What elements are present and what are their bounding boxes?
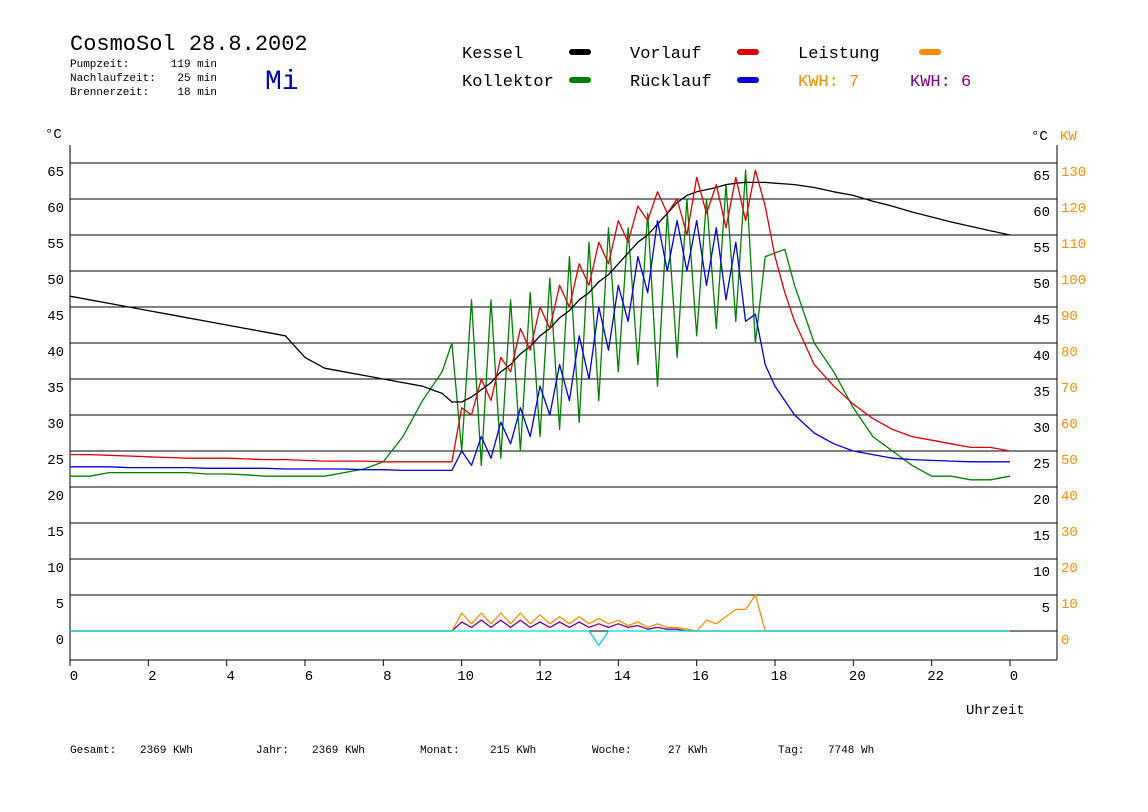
- y-tick-label: 40: [47, 345, 64, 361]
- y-right-tick-label: 60: [1033, 205, 1050, 221]
- x-tick-label: 6: [305, 669, 313, 685]
- x-tick-label: 8: [383, 669, 391, 685]
- total-label: Jahr:: [256, 745, 289, 757]
- y-right-tick-label: 10: [1033, 565, 1050, 581]
- total-value: 2369 KWh: [140, 745, 193, 757]
- y-right-tick-label: 45: [1033, 313, 1050, 329]
- total-label: Gesamt:: [70, 745, 116, 757]
- legend-label: Vorlauf: [630, 45, 701, 64]
- x-tick-label: 10: [457, 669, 474, 685]
- y2-tick-label: 110: [1061, 237, 1086, 253]
- legend-label: Kollektor: [462, 73, 554, 92]
- y2-tick-label: 0: [1061, 633, 1069, 649]
- y2-tick-label: 130: [1061, 165, 1086, 181]
- y-tick-label: 30: [47, 417, 64, 433]
- y-right-tick-label: 5: [1042, 601, 1050, 617]
- y-tick-label: 15: [47, 525, 64, 541]
- legend-label: Rücklauf: [630, 73, 712, 92]
- series-line: [70, 169, 1011, 481]
- stat-value: 25 min: [177, 73, 217, 85]
- y-right-tick-label: 15: [1033, 529, 1050, 545]
- x-tick-label: 16: [692, 669, 709, 685]
- y2-tick-label: 50: [1061, 453, 1078, 469]
- y-tick-label: 20: [47, 489, 64, 505]
- y-tick-label: 60: [47, 201, 64, 217]
- x-tick-label: 20: [849, 669, 866, 685]
- y-right-tick-label: 25: [1033, 457, 1050, 473]
- y-right-tick-label: 50: [1033, 277, 1050, 293]
- y2-tick-label: 60: [1061, 417, 1078, 433]
- x-tick-label: 12: [536, 669, 553, 685]
- y2-axis-label: °C: [1031, 129, 1048, 145]
- y2-tick-label: 70: [1061, 381, 1078, 397]
- total-label: Monat:: [420, 745, 460, 757]
- kwh-label: KWH: 6: [910, 73, 971, 92]
- stat-label: Nachlaufzeit:: [70, 73, 156, 85]
- y-axis-label: °C: [45, 127, 62, 143]
- total-value: 215 KWh: [490, 745, 536, 757]
- y2-unit: KW: [1060, 129, 1077, 145]
- y2-tick-label: 20: [1061, 561, 1078, 577]
- series-line: [70, 169, 1011, 463]
- y-tick-label: 0: [56, 633, 64, 649]
- stat-value: 119 min: [171, 59, 217, 71]
- legend-label: Kessel: [462, 45, 523, 64]
- total-label: Woche:: [592, 745, 632, 757]
- y-tick-label: 10: [47, 561, 64, 577]
- y-right-tick-label: 35: [1033, 385, 1050, 401]
- y2-tick-label: 90: [1061, 309, 1078, 325]
- series-line: [70, 219, 1010, 472]
- x-tick-label: 22: [927, 669, 944, 685]
- weekday: Mi: [265, 67, 299, 98]
- total-label: Tag:: [778, 745, 804, 757]
- stat-value: 18 min: [177, 87, 217, 99]
- total-value: 27 KWh: [668, 745, 708, 757]
- x-tick-label: 0: [70, 669, 78, 685]
- y-tick-label: 45: [47, 309, 64, 325]
- x-tick-label: 14: [614, 669, 631, 685]
- y-tick-label: 35: [47, 381, 64, 397]
- y-tick-label: 5: [56, 597, 64, 613]
- y2-tick-label: 10: [1061, 597, 1078, 613]
- y-right-tick-label: 30: [1033, 421, 1050, 437]
- series-line: [70, 630, 1010, 647]
- y2-tick-label: 80: [1061, 345, 1078, 361]
- y-right-tick-label: 20: [1033, 493, 1050, 509]
- y2-tick-label: 100: [1061, 273, 1086, 289]
- chart-title: CosmoSol 28.8.2002: [70, 32, 308, 57]
- y2-tick-label: 30: [1061, 525, 1078, 541]
- stat-label: Pumpzeit:: [70, 59, 129, 71]
- y-right-tick-label: 55: [1033, 241, 1050, 257]
- y-right-tick-label: 65: [1033, 169, 1050, 185]
- y2-tick-label: 120: [1061, 201, 1086, 217]
- stat-label: Brennerzeit:: [70, 87, 149, 99]
- y-tick-label: 50: [47, 273, 64, 289]
- total-value: 7748 Wh: [828, 745, 874, 757]
- total-value: 2369 KWh: [312, 745, 365, 757]
- x-tick-label: 0: [1010, 669, 1018, 685]
- kwh-label: KWH: 7: [798, 73, 859, 92]
- series-line: [69, 181, 1011, 403]
- x-axis-label: Uhrzeit: [966, 703, 1025, 719]
- x-tick-label: 4: [226, 669, 234, 685]
- y-tick-label: 65: [47, 165, 64, 181]
- y2-tick-label: 40: [1061, 489, 1078, 505]
- y-tick-label: 55: [47, 237, 64, 253]
- legend-label: Leistung: [798, 45, 880, 64]
- x-tick-label: 2: [148, 669, 156, 685]
- x-tick-label: 18: [771, 669, 788, 685]
- y-right-tick-label: 40: [1033, 349, 1050, 365]
- y-tick-label: 25: [47, 453, 64, 469]
